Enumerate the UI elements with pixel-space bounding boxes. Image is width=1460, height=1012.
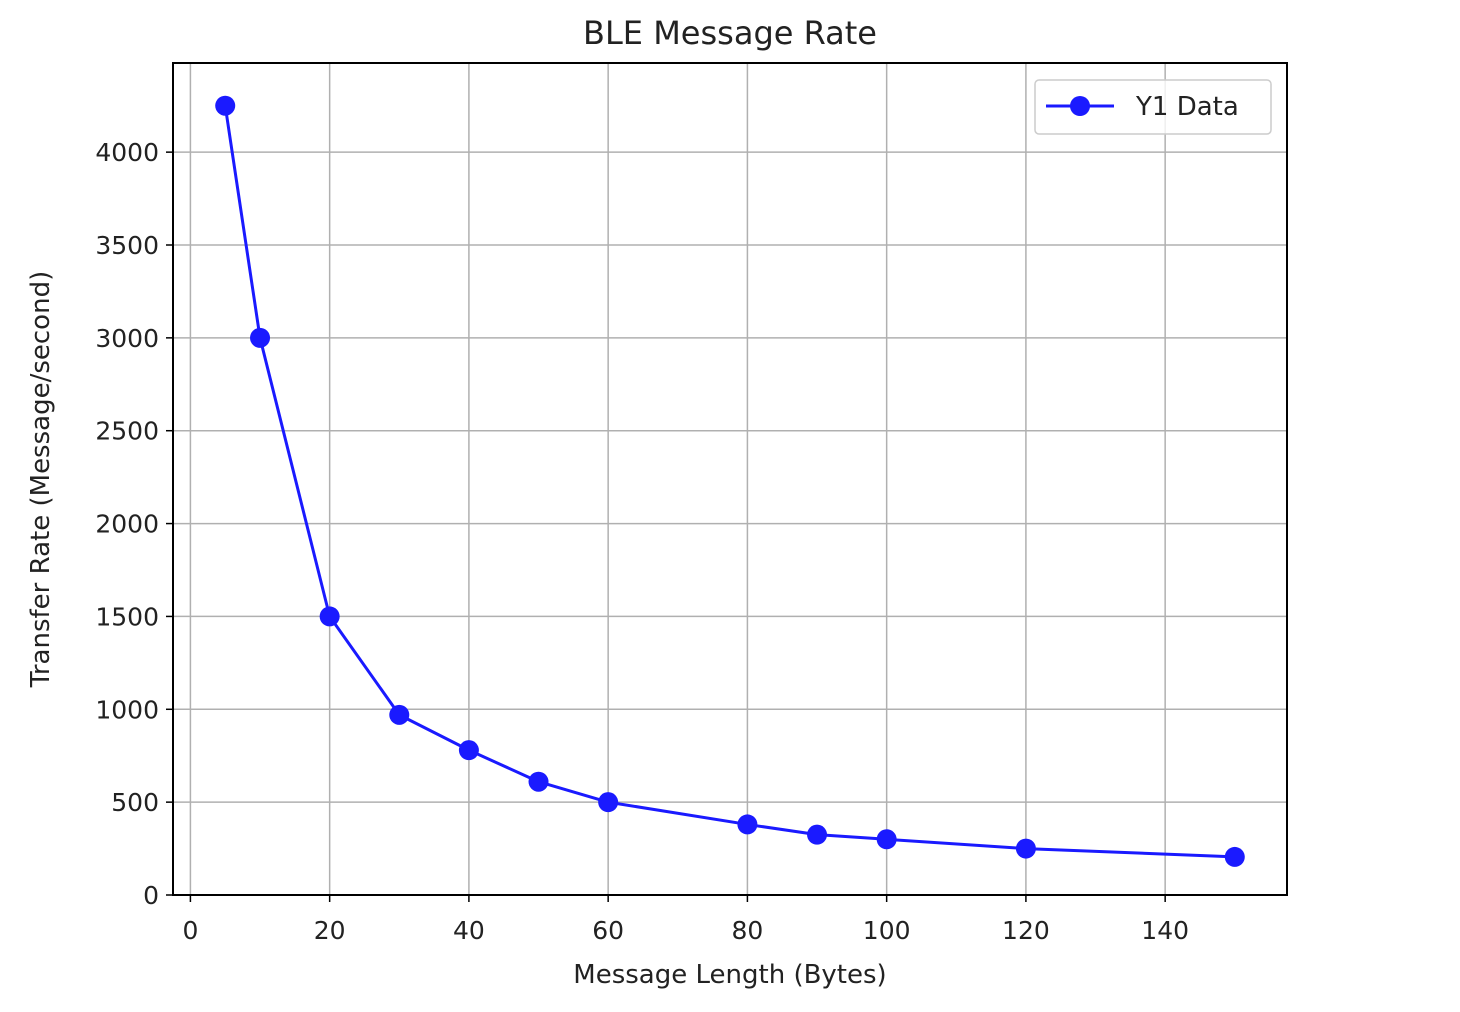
x-tick-label: 100	[863, 916, 911, 945]
y-axis: 0 500 1000 1500 2000 2500 3000 3500 4000	[95, 138, 173, 910]
data-point	[737, 814, 758, 835]
x-tick-label: 20	[314, 916, 346, 945]
data-point	[876, 829, 897, 850]
chart-title: BLE Message Rate	[583, 14, 877, 52]
x-tick-label: 60	[592, 916, 624, 945]
data-point	[1015, 838, 1036, 859]
data-point	[528, 771, 549, 792]
y-axis-label: Transfer Rate (Message/second)	[26, 271, 56, 688]
x-axis-label: Message Length (Bytes)	[573, 960, 886, 990]
x-axis: 0 20 40 60 80 100 120 140	[182, 895, 1189, 945]
y-tick-label: 1500	[95, 602, 159, 631]
y-tick-label: 500	[111, 788, 159, 817]
data-point	[458, 740, 479, 761]
legend-marker-swatch	[1070, 96, 1090, 116]
series-line	[223, 105, 1235, 859]
data-point	[1224, 846, 1245, 867]
x-tick-label: 0	[182, 916, 198, 945]
x-tick-label: 120	[1002, 916, 1050, 945]
x-tick-label: 140	[1141, 916, 1189, 945]
x-tick-label: 40	[453, 916, 485, 945]
data-point	[215, 95, 236, 116]
data-point	[250, 327, 271, 348]
legend-label-y1-data: Y1 Data	[1135, 92, 1239, 122]
plot-frame	[172, 62, 1288, 896]
y-tick-label: 3000	[95, 324, 159, 353]
y-tick-label: 0	[143, 881, 159, 910]
data-point	[319, 606, 340, 627]
gridlines	[173, 63, 1287, 896]
series-layer	[215, 95, 1245, 867]
data-point	[598, 792, 619, 813]
legend-box	[1034, 79, 1272, 135]
y-tick-label: 2000	[95, 510, 159, 539]
y-tick-label: 1000	[95, 695, 159, 724]
legend: Y1 Data	[1034, 79, 1272, 135]
data-point	[389, 704, 410, 725]
x-tick-label: 80	[732, 916, 764, 945]
y-tick-label: 2500	[95, 417, 159, 446]
y-tick-label: 4000	[95, 138, 159, 167]
y-tick-label: 3500	[95, 231, 159, 260]
data-point	[807, 824, 828, 845]
